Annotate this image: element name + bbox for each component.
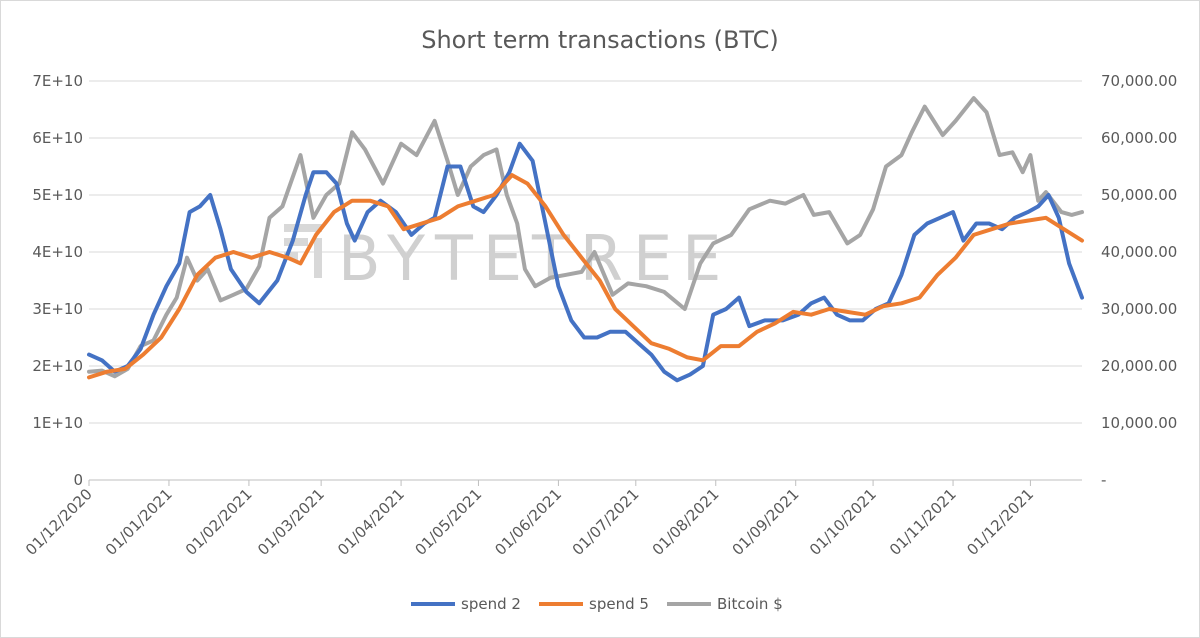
left-tick-label: 7E+10 [32, 72, 83, 90]
left-tick-label: 3E+10 [32, 300, 83, 318]
legend-label: spend 5 [589, 595, 649, 613]
left-tick-label: 1E+10 [32, 414, 83, 432]
x-tick-label: 01/04/2021 [334, 485, 408, 559]
right-tick-label: - [1101, 471, 1106, 489]
x-tick-label: 01/12/2020 [22, 485, 96, 559]
legend-label: Bitcoin $ [717, 595, 783, 613]
right-tick-label: 30,000.00 [1101, 300, 1177, 318]
bytetree-logo-icon [284, 224, 322, 278]
right-tick-label: 60,000.00 [1101, 129, 1177, 147]
series-line-spend-2 [87, 141, 1084, 383]
right-tick-label: 40,000.00 [1101, 243, 1177, 261]
series-line-bitcoin [87, 96, 1084, 379]
chart-title: Short term transactions (BTC) [421, 26, 779, 54]
series-layer [87, 96, 1084, 383]
right-tick-label: 50,000.00 [1101, 186, 1177, 204]
left-tick-label: 2E+10 [32, 357, 83, 375]
series-line-spend-5 [87, 173, 1084, 380]
x-tick-label: 01/10/2021 [806, 485, 880, 559]
x-axis-ticks: 01/12/2020 01/01/2021 01/02/202101/03/2021… [22, 480, 1037, 559]
x-tick-label: 01/03/2021 [254, 485, 328, 559]
x-tick-label: 01/11/2021 [886, 485, 960, 559]
left-tick-label: 6E+10 [32, 129, 83, 147]
left-tick-label: 4E+10 [32, 243, 83, 261]
x-tick-label: 01/01/2021 [102, 485, 176, 559]
x-tick-label: 01/12/2021 [963, 485, 1037, 559]
watermark-text: BYTETREE [338, 222, 731, 295]
left-axis-ticks: 0 1E+10 2E+10 3E+10 4E+10 5E+10 6E+10 7E+10 [32, 72, 83, 489]
legend-label: spend 2 [461, 595, 521, 613]
left-tick-label: 0 [73, 471, 83, 489]
bytetree-watermark: BYTETREE [284, 222, 731, 295]
x-tick-label: 01/07/2021 [569, 485, 643, 559]
x-tick-label: 01/09/2021 [729, 485, 803, 559]
x-tick-label: 01/08/2021 [649, 485, 723, 559]
legend: spend 2 spend 5 Bitcoin $ [411, 595, 783, 613]
x-tick-label: 01/05/2021 [411, 485, 485, 559]
left-tick-label: 5E+10 [32, 186, 83, 204]
right-axis-ticks: - 10,000.00 20,000.00 30,000.00 40,000.00 50,… [1101, 72, 1177, 489]
right-tick-label: 70,000.00 [1101, 72, 1177, 90]
x-tick-label: 01/02/2021 [182, 485, 256, 559]
x-tick-label: 01/06/2021 [491, 485, 565, 559]
right-tick-label: 10,000.00 [1101, 414, 1177, 432]
right-tick-label: 20,000.00 [1101, 357, 1177, 375]
gridlines [89, 80, 1082, 481]
